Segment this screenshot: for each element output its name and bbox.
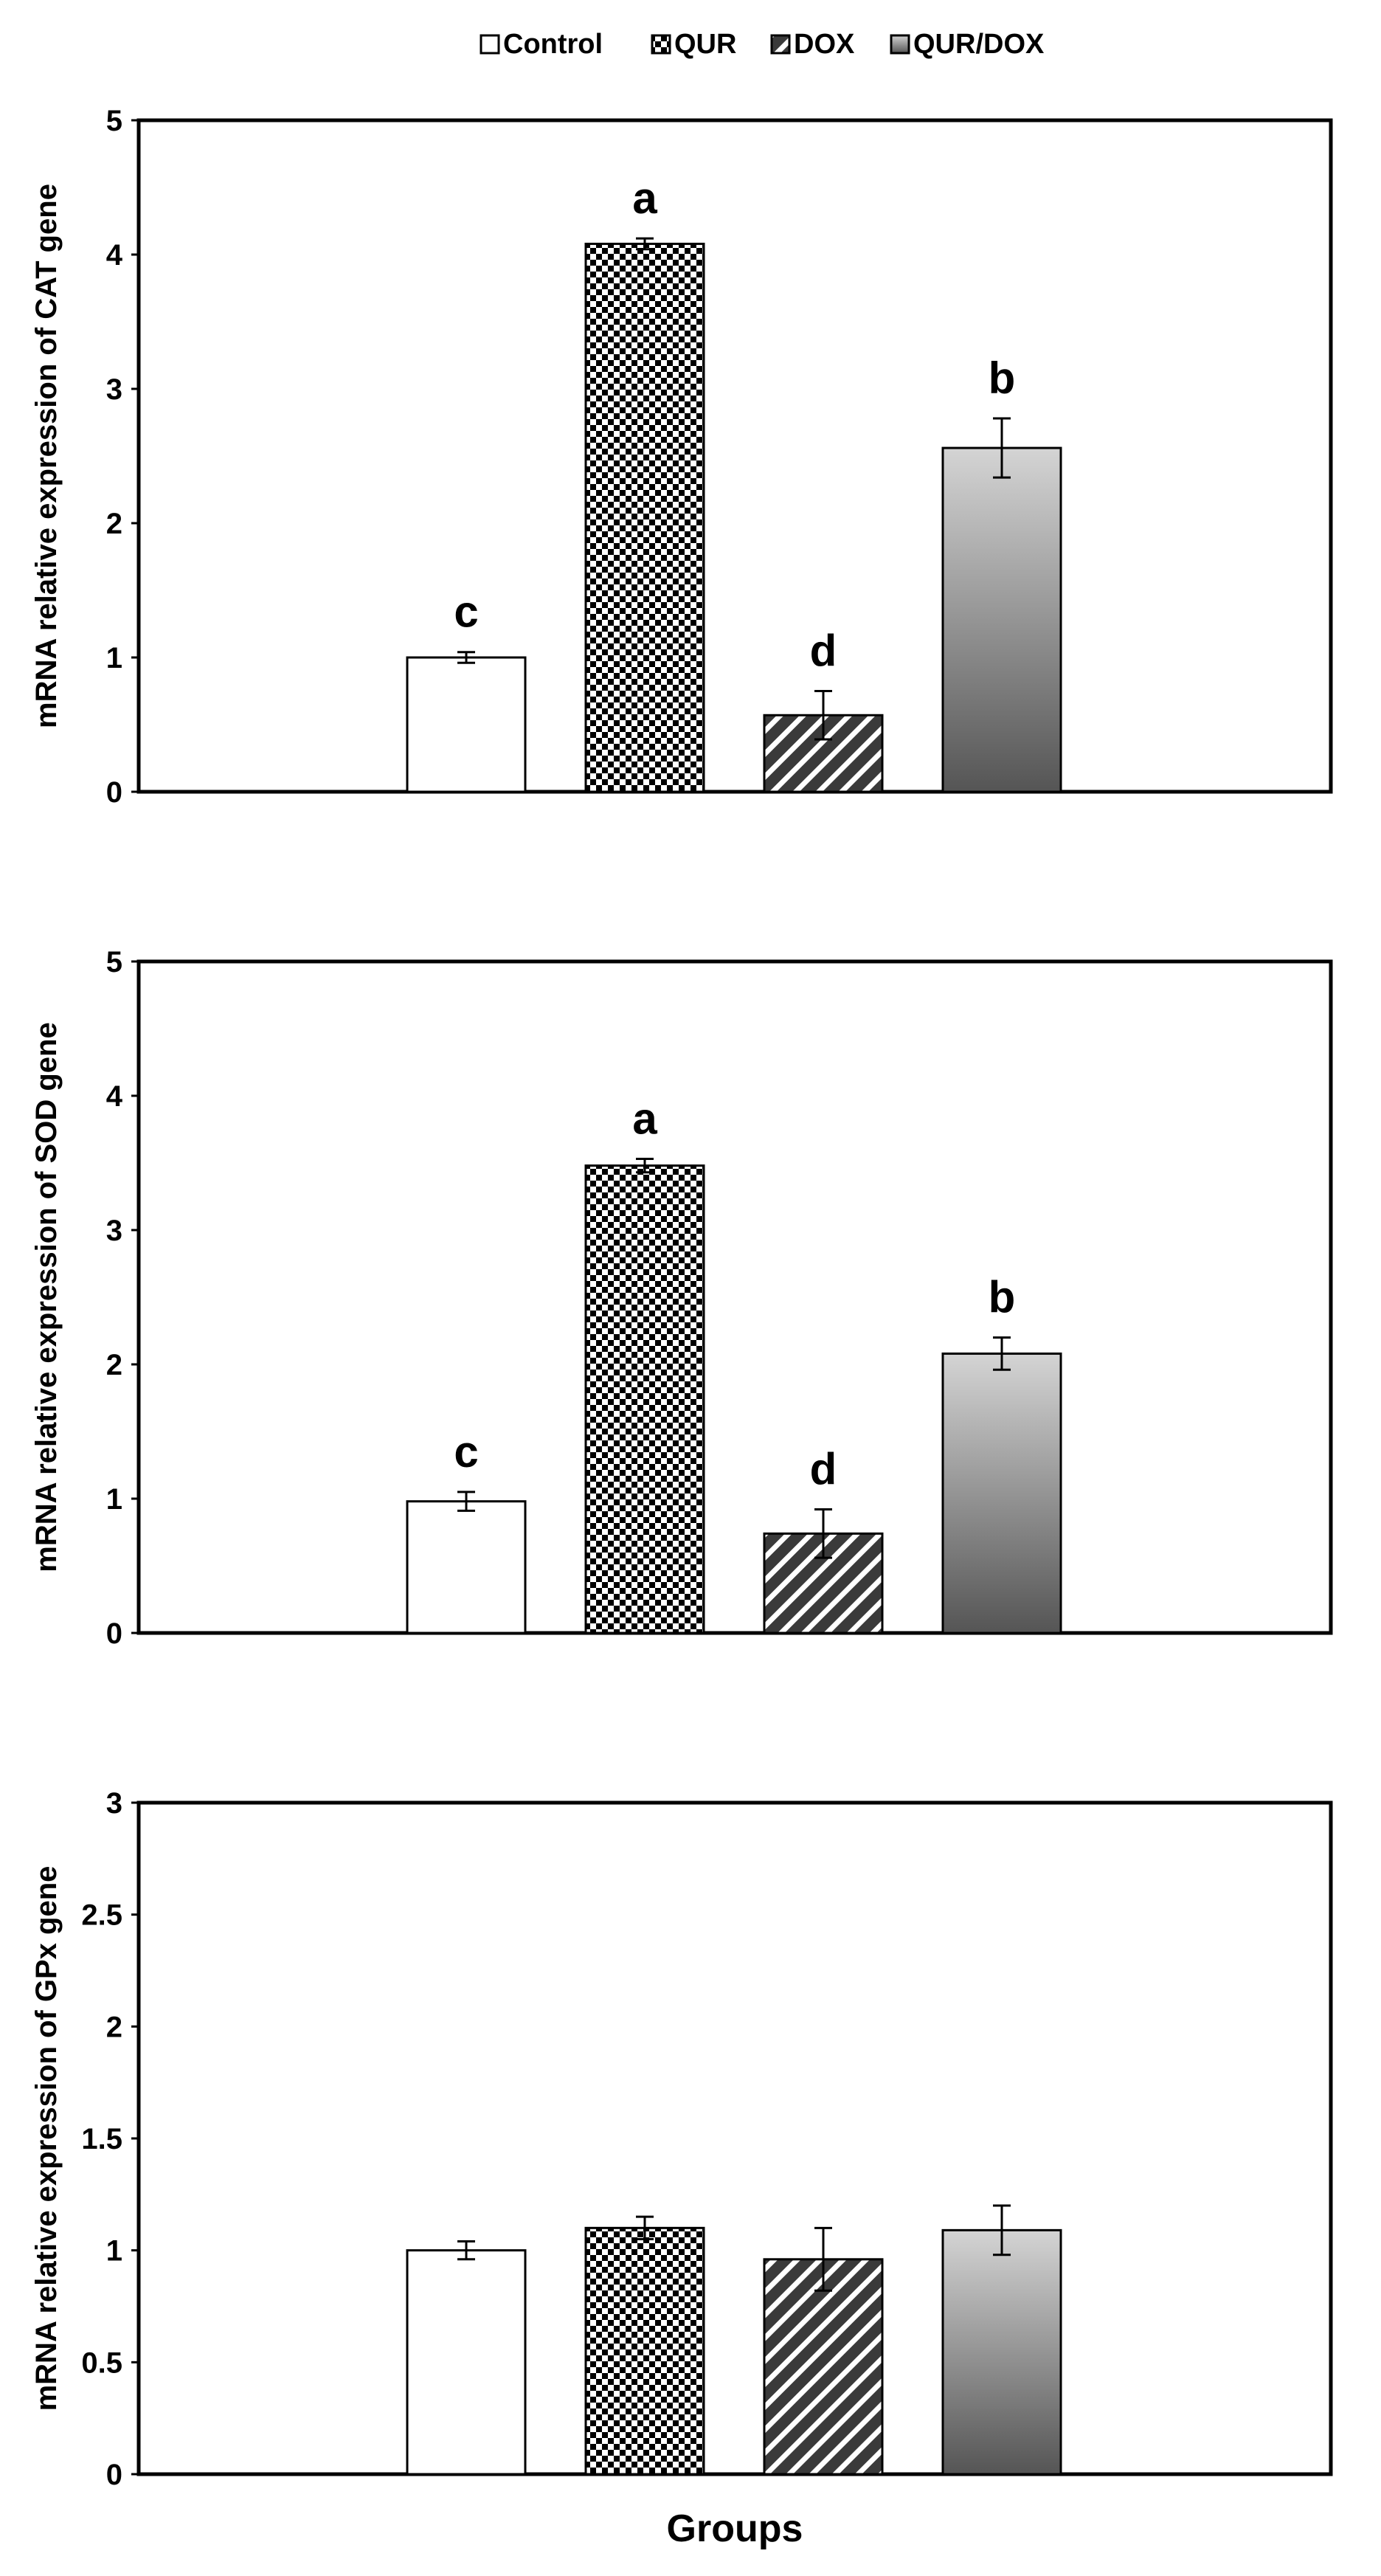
y-tick-label: 4 (106, 1080, 123, 1113)
legend-label-dox: DOX (794, 29, 855, 60)
y-tick-label: 2 (106, 2011, 122, 2043)
significance-label-dox: d (810, 1445, 837, 1494)
y-axis-label: mRNA relative expression of GPx gene (30, 1866, 63, 2411)
significance-label-qur-dox: b (989, 353, 1016, 403)
legend-item-qur-dox: QUR/DOX (890, 29, 1045, 60)
legend-swatch-qur-dox (890, 34, 910, 55)
bar-dox (763, 2258, 884, 2476)
bar-qur (584, 2226, 705, 2476)
plot-frame (136, 959, 1333, 1635)
bar-qur-dox (941, 1352, 1062, 1634)
y-axis-label: mRNA relative expression of SOD gene (30, 1022, 63, 1572)
chart-panel-gpx: 0 0.5 1 1.5 2 2.5 3 mRNA relative expression of… (30, 1787, 1333, 2491)
x-axis-label: Groups (667, 2507, 803, 2550)
legend-label-control: Control (503, 29, 603, 60)
legend: Control QUR DOX QUR/DOX (480, 29, 1045, 60)
significance-label-dox: d (810, 626, 837, 676)
y-tick-label: 1 (106, 642, 122, 674)
bar-qur-dox (941, 2228, 1062, 2476)
significance-label-qur: a (632, 173, 657, 223)
bar-control (406, 656, 527, 793)
y-tick-label: 5 (106, 105, 122, 137)
y-tick-label: 3 (106, 1787, 122, 1820)
y-tick-label: 0 (106, 1617, 122, 1650)
bar-control (406, 1500, 527, 1634)
legend-label-qur-dox: QUR/DOX (913, 29, 1045, 60)
y-tick-label: 5 (106, 946, 122, 978)
y-tick-label: 0 (106, 2459, 122, 2491)
bar-qur (584, 242, 705, 793)
y-tick-label: 0 (106, 776, 122, 809)
legend-swatch-qur (651, 34, 671, 55)
y-tick-label: 1 (106, 1483, 122, 1516)
legend-item-dox: DOX (770, 29, 855, 60)
significance-label-control: c (454, 587, 478, 637)
y-axis-label: mRNA relative expression of CAT gene (30, 184, 63, 728)
y-tick-label: 4 (106, 239, 123, 272)
plot-frame (136, 1800, 1333, 2476)
significance-label-qur: a (632, 1094, 657, 1144)
y-tick-label: 1.5 (81, 2123, 122, 2155)
y-tick-label: 3 (106, 1215, 122, 1247)
y-tick-label: 1 (106, 2235, 122, 2268)
significance-label-qur-dox: b (989, 1273, 1016, 1322)
y-tick-label: 2 (106, 508, 122, 540)
y-tick-label: 2.5 (81, 1899, 122, 1932)
bar-qur-dox (941, 446, 1062, 793)
chart-panel-cat: 0 1 2 3 4 5 mRNA relative expression of CAT ge… (30, 105, 1333, 809)
legend-item-control: Control (480, 29, 603, 60)
legend-swatch-dox (770, 34, 791, 55)
legend-swatch-control (480, 34, 500, 55)
significance-label-control: c (454, 1427, 478, 1477)
legend-label-qur: QUR (674, 29, 736, 60)
chart-panel-sod: 0 1 2 3 4 5 mRNA relative expression of SOD ge… (30, 946, 1333, 1650)
bar-qur (584, 1164, 705, 1634)
y-tick-label: 2 (106, 1349, 122, 1381)
bar-control (406, 2249, 527, 2476)
y-tick-label: 3 (106, 373, 122, 406)
plot-frame (136, 118, 1333, 794)
legend-item-qur: QUR (651, 29, 736, 60)
y-tick-label: 0.5 (81, 2347, 122, 2379)
